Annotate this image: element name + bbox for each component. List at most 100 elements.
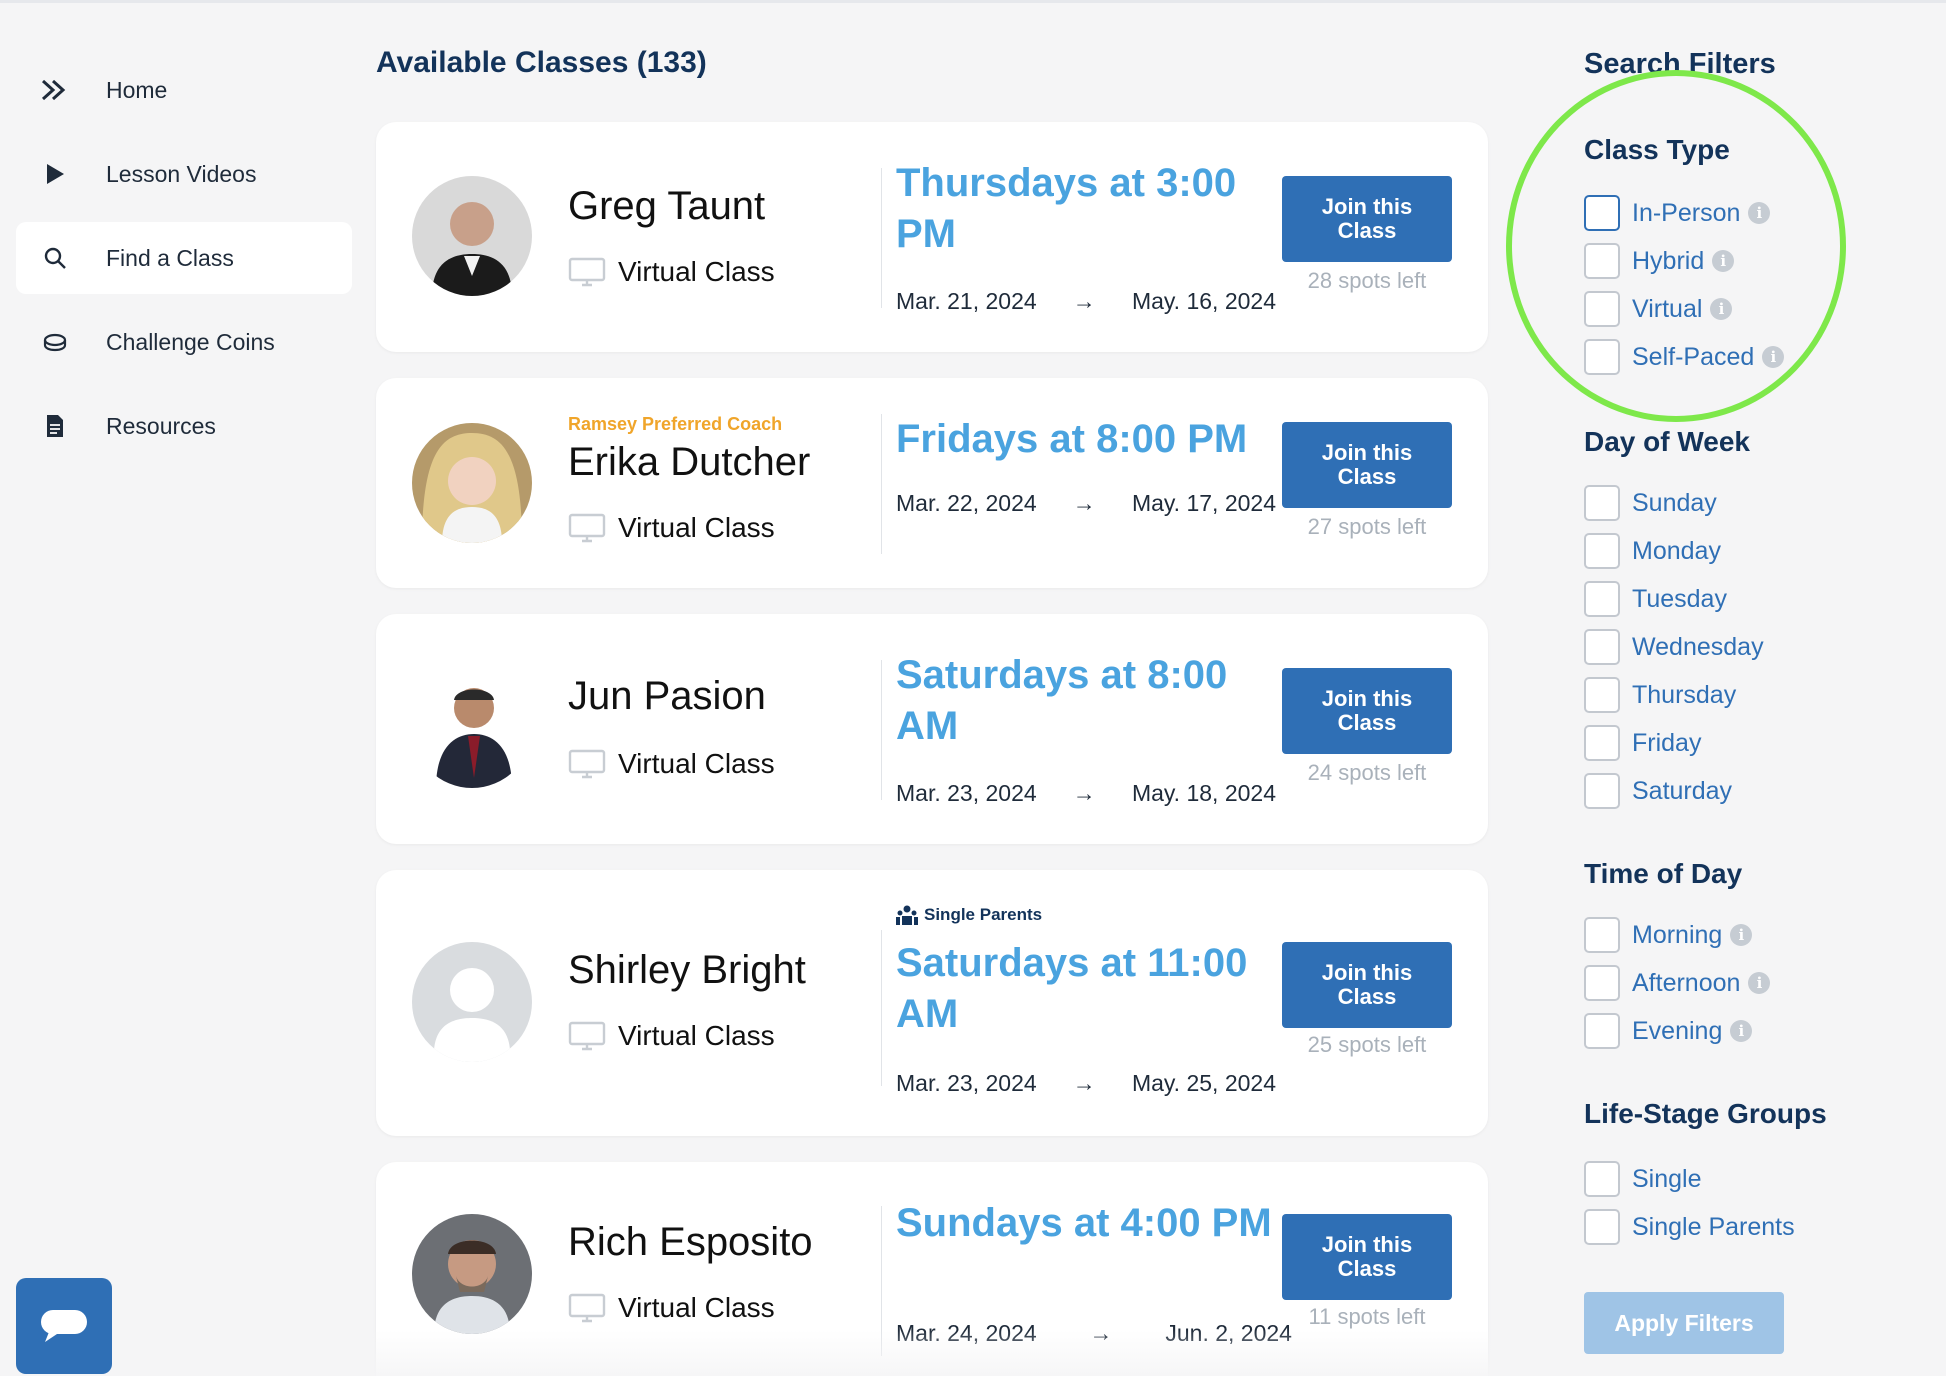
filter-label: Sunday — [1632, 488, 1717, 517]
sidebar-item-home[interactable]: Home — [16, 54, 352, 126]
filter-virtual[interactable]: Virtual i — [1584, 290, 1733, 328]
life-stage-tag: Single Parents — [896, 904, 1042, 926]
sidebar-item-label: Find a Class — [106, 244, 234, 271]
checkbox[interactable] — [1584, 725, 1620, 761]
start-date: Mar. 22, 2024 — [896, 490, 1037, 516]
checkbox[interactable] — [1584, 1013, 1620, 1049]
class-type: Virtual Class — [568, 1292, 775, 1324]
filter-label: Friday — [1632, 728, 1702, 757]
class-type: Virtual Class — [568, 1020, 775, 1052]
filter-sunday[interactable]: Sunday — [1584, 484, 1717, 522]
checkbox[interactable] — [1584, 243, 1620, 279]
checkbox[interactable] — [1584, 581, 1620, 617]
meeting-time: Sundays at 4:00 PM — [896, 1201, 1272, 1245]
checkbox[interactable] — [1584, 485, 1620, 521]
filter-single-parents[interactable]: Single Parents — [1584, 1208, 1795, 1246]
info-icon[interactable]: i — [1710, 298, 1733, 320]
join-class-button[interactable]: Join this Class — [1282, 1214, 1452, 1300]
filter-label: Self-Paced — [1632, 342, 1755, 371]
end-date: May. 16, 2024 — [1131, 288, 1276, 314]
end-date: Jun. 2, 2024 — [1165, 1320, 1292, 1346]
coach-avatar — [412, 668, 532, 788]
filter-tuesday[interactable]: Tuesday — [1584, 580, 1727, 618]
class-type: Virtual Class — [568, 512, 775, 544]
checkbox[interactable] — [1584, 1161, 1620, 1197]
info-icon[interactable]: i — [1762, 346, 1785, 368]
divider — [881, 660, 882, 800]
monitor-icon — [568, 513, 606, 543]
sidebar-item-challenge-coins[interactable]: Challenge Coins — [16, 306, 352, 378]
meeting-time: Saturdays at 11:00 AM — [896, 941, 1248, 1036]
family-icon — [896, 905, 918, 925]
checkbox[interactable] — [1584, 965, 1620, 1001]
filter-wednesday[interactable]: Wednesday — [1584, 628, 1764, 666]
spots-left: 11 spots left — [1308, 1304, 1426, 1329]
class-type-heading: Class Type — [1584, 134, 1730, 165]
filter-saturday[interactable]: Saturday — [1584, 772, 1732, 810]
filter-label: Saturday — [1632, 776, 1733, 805]
life-stage-tag-label: Single Parents — [924, 905, 1043, 924]
class-type: Virtual Class — [568, 748, 775, 780]
checkbox[interactable] — [1584, 677, 1620, 713]
sidebar-item-resources[interactable]: Resources — [16, 390, 352, 462]
sidebar-item-label: Home — [106, 76, 168, 103]
coach-avatar — [412, 1214, 532, 1334]
join-class-button[interactable]: Join this Class — [1282, 176, 1452, 262]
filter-friday[interactable]: Friday — [1584, 724, 1701, 762]
coach-avatar — [412, 423, 532, 543]
coach-name: Shirley Bright — [568, 948, 806, 992]
class-type-label: Virtual Class — [618, 512, 775, 543]
filter-afternoon[interactable]: Afternoon i — [1584, 964, 1771, 1002]
monitor-icon — [568, 1293, 606, 1323]
sidebar-item-find-a-class[interactable]: Find a Class — [16, 222, 352, 294]
info-icon[interactable]: i — [1730, 924, 1753, 946]
filter-self-paced[interactable]: Self-Paced i — [1584, 338, 1785, 376]
checkbox[interactable] — [1584, 533, 1620, 569]
filter-evening[interactable]: Evening i — [1584, 1012, 1753, 1050]
class-card: Jun Pasion Virtual Class Saturdays at 8:… — [376, 614, 1488, 844]
date-range: Mar. 23, 2024 → May. 18, 2024 — [896, 780, 1276, 807]
class-card: Rich Esposito Virtual Class Sundays at 4… — [376, 1162, 1488, 1376]
checkbox[interactable] — [1584, 339, 1620, 375]
sidebar-item-label: Challenge Coins — [106, 328, 275, 355]
join-class-button[interactable]: Join this Class — [1282, 942, 1452, 1028]
sidebar-item-lesson-videos[interactable]: Lesson Videos — [16, 138, 352, 210]
join-class-button[interactable]: Join this Class — [1282, 422, 1452, 508]
coach-name: Greg Taunt — [568, 184, 766, 228]
filter-monday[interactable]: Monday — [1584, 532, 1721, 570]
end-date: May. 18, 2024 — [1131, 780, 1276, 806]
play-icon — [38, 157, 72, 191]
checkbox[interactable] — [1584, 773, 1620, 809]
info-icon[interactable]: i — [1730, 1020, 1753, 1042]
chat-button[interactable] — [16, 1278, 112, 1374]
info-icon[interactable]: i — [1748, 972, 1771, 994]
filter-single[interactable]: Single — [1584, 1160, 1702, 1198]
class-type: Virtual Class — [568, 256, 775, 288]
checkbox[interactable] — [1584, 629, 1620, 665]
checkbox[interactable] — [1584, 195, 1620, 231]
day-of-week-heading: Day of Week — [1584, 426, 1750, 457]
meeting-time: Saturdays at 8:00 AM — [896, 653, 1228, 748]
class-type-label: Virtual Class — [618, 1292, 775, 1323]
start-date: Mar. 21, 2024 — [896, 288, 1037, 314]
filter-hybrid[interactable]: Hybrid i — [1584, 242, 1735, 280]
apply-filters-button[interactable]: Apply Filters — [1584, 1292, 1784, 1354]
checkbox[interactable] — [1584, 917, 1620, 953]
date-range: Mar. 21, 2024 → May. 16, 2024 — [896, 288, 1276, 315]
info-icon[interactable]: i — [1712, 250, 1735, 272]
class-card: Ramsey Preferred Coach Erika Dutcher Vir… — [376, 378, 1488, 588]
join-class-button[interactable]: Join this Class — [1282, 668, 1452, 754]
meeting-time: Thursdays at 3:00 PM — [896, 161, 1237, 256]
filter-thursday[interactable]: Thursday — [1584, 676, 1736, 714]
life-stage-heading: Life-Stage Groups — [1584, 1098, 1827, 1129]
info-icon[interactable]: i — [1748, 202, 1771, 224]
filter-morning[interactable]: Morning i — [1584, 916, 1753, 954]
checkbox[interactable] — [1584, 1209, 1620, 1245]
spots-left: 27 spots left — [1307, 514, 1427, 539]
checkbox[interactable] — [1584, 291, 1620, 327]
filter-label: Evening — [1632, 1016, 1723, 1045]
filter-in-person[interactable]: In-Person i — [1584, 194, 1771, 232]
page-title: Available Classes (133) — [376, 46, 707, 79]
arrow-right-icon: → — [1072, 490, 1096, 516]
coach-name: Rich Esposito — [568, 1220, 813, 1264]
